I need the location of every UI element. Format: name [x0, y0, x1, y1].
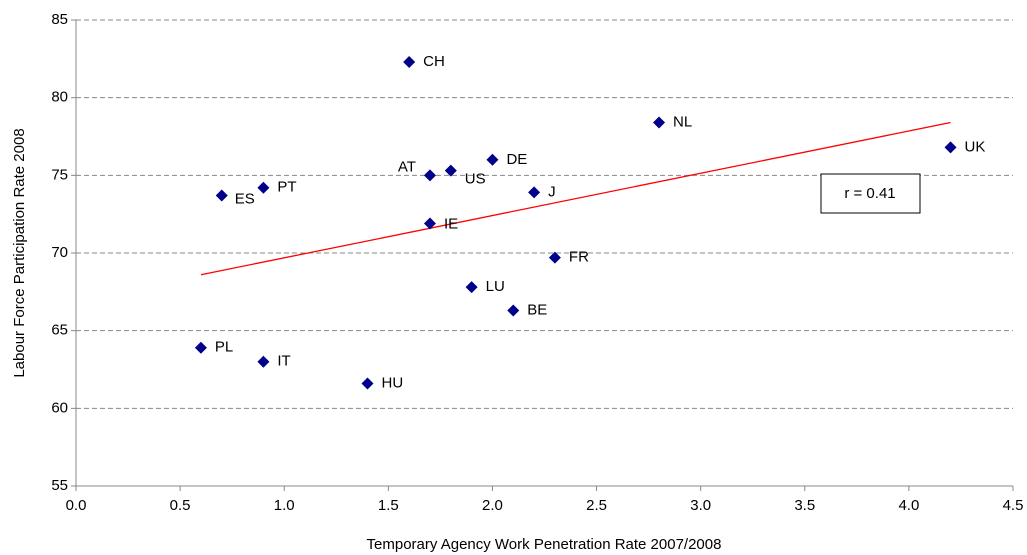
- x-tick-label: 1.5: [378, 497, 399, 514]
- point: [944, 141, 957, 154]
- point: [215, 189, 228, 202]
- point: [361, 377, 374, 390]
- y-axis-title: Labour Force Participation Rate 2008: [11, 128, 28, 377]
- point: [403, 55, 416, 68]
- point-label: UK: [965, 138, 986, 155]
- point-label: HU: [382, 374, 404, 391]
- point: [465, 281, 478, 294]
- point: [423, 217, 436, 230]
- point: [548, 251, 561, 264]
- x-tick-label: 3.0: [690, 497, 711, 514]
- point: [507, 304, 520, 317]
- point: [486, 153, 499, 166]
- annotation: r = 0.41: [844, 185, 895, 202]
- point-label: LU: [486, 278, 505, 295]
- y-tick-label: 75: [51, 166, 68, 183]
- point-label: AT: [398, 158, 416, 175]
- y-tick-label: 55: [51, 477, 68, 494]
- point-label: ES: [235, 190, 255, 207]
- point: [444, 164, 457, 177]
- x-axis-title: Temporary Agency Work Penetration Rate 2…: [367, 536, 722, 553]
- point: [423, 169, 436, 182]
- x-tick-label: 0.5: [170, 497, 191, 514]
- point: [653, 116, 666, 129]
- point: [257, 181, 270, 194]
- x-tick-label: 4.5: [1003, 497, 1024, 514]
- point-label: IE: [444, 215, 458, 232]
- x-tick-label: 1.0: [274, 497, 295, 514]
- y-tick-label: 60: [51, 399, 68, 416]
- trendline: [200, 121, 951, 276]
- y-tick-label: 70: [51, 244, 68, 261]
- annotation-box: [820, 173, 921, 214]
- point: [194, 341, 207, 354]
- point: [528, 186, 541, 199]
- point-label: DE: [506, 151, 527, 168]
- y-tick-label: 65: [51, 322, 68, 339]
- point-label: CH: [423, 53, 445, 70]
- point-label: IT: [277, 353, 290, 370]
- point-label: PL: [215, 339, 233, 356]
- y-tick-label: 85: [51, 11, 68, 28]
- x-tick-label: 3.5: [794, 497, 815, 514]
- point-label: US: [465, 171, 486, 188]
- y-tick-label: 80: [51, 89, 68, 106]
- point-label: J: [548, 183, 556, 200]
- point-label: FR: [569, 249, 589, 266]
- x-tick-label: 0.0: [66, 497, 87, 514]
- x-tick-label: 2.5: [586, 497, 607, 514]
- x-tick-label: 2.0: [482, 497, 503, 514]
- point-label: PT: [277, 179, 296, 196]
- point: [257, 355, 270, 368]
- x-tick-label: 4.0: [898, 497, 919, 514]
- point-label: BE: [527, 301, 547, 318]
- point-label: NL: [673, 113, 692, 130]
